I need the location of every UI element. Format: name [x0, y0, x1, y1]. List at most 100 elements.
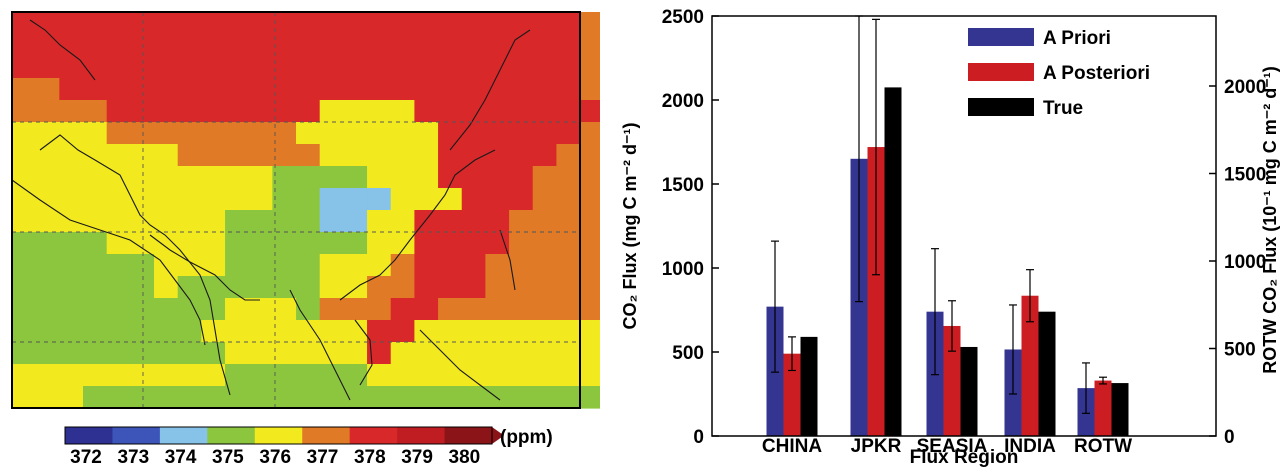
map-cell [343, 100, 368, 123]
map-cell [83, 232, 108, 255]
map-cell [390, 100, 415, 123]
map-cell [83, 12, 108, 35]
map-cell [83, 100, 108, 123]
category-label: ROTW [1074, 436, 1132, 457]
map-cell [438, 364, 463, 387]
map-cell [461, 364, 486, 387]
map-cell [177, 34, 202, 57]
map-cell [201, 320, 226, 343]
map-cell [201, 34, 226, 57]
map-cell [319, 12, 344, 35]
map-cell [296, 144, 321, 167]
map-cell [485, 34, 510, 57]
map-cell [367, 210, 392, 233]
map-cell [106, 144, 131, 167]
map-cell [296, 56, 321, 79]
map-cell [438, 144, 463, 167]
map-cell [580, 342, 605, 365]
map-cell [390, 232, 415, 255]
bar [1111, 383, 1129, 436]
map-cell [580, 144, 605, 167]
map-cell [201, 254, 226, 277]
map-cell [177, 210, 202, 233]
map-cell [130, 276, 155, 299]
map-cell [12, 254, 37, 277]
left-tick-label: 1500 [662, 175, 704, 196]
map-cell [248, 342, 273, 365]
map-cell [154, 122, 179, 145]
map-cell [367, 12, 392, 35]
map-cell [296, 320, 321, 343]
map-cell [485, 166, 510, 189]
map-cell [461, 34, 486, 57]
map-cell [461, 166, 486, 189]
colorbar-swatch [159, 427, 208, 444]
map-cell [461, 342, 486, 365]
map-cell [83, 34, 108, 57]
map-cell [59, 298, 84, 321]
map-cell [556, 78, 581, 101]
bar [943, 325, 961, 436]
map-cell [130, 210, 155, 233]
map-cell [509, 386, 534, 409]
map-cell [556, 320, 581, 343]
map-cell [177, 232, 202, 255]
bar [1094, 380, 1112, 436]
map-cell [35, 100, 60, 123]
map-cell [130, 254, 155, 277]
map-cell [130, 320, 155, 343]
map-cell [509, 166, 534, 189]
map-cell [130, 166, 155, 189]
map-cell [296, 12, 321, 35]
map-cell [106, 342, 131, 365]
map-cell [201, 166, 226, 189]
map-cell [59, 276, 84, 299]
map-cell [343, 254, 368, 277]
map-cell [343, 34, 368, 57]
map-cell [35, 144, 60, 167]
map-cell [580, 232, 605, 255]
map-cell [319, 100, 344, 123]
map-cell [106, 78, 131, 101]
map-cell [35, 254, 60, 277]
map-cell [414, 320, 439, 343]
map-cell [414, 100, 439, 123]
map-cell [272, 276, 297, 299]
map-cell [485, 100, 510, 123]
map-cell [83, 188, 108, 211]
map-cell [154, 100, 179, 123]
legend: A Priori A Posteriori True [968, 28, 1150, 119]
map-cell [509, 56, 534, 79]
map-cell [154, 364, 179, 387]
map-cell [248, 188, 273, 211]
map-cell [106, 232, 131, 255]
map-cell [532, 78, 558, 101]
map-cell [509, 210, 534, 233]
map-cell [319, 364, 344, 387]
map-cell [367, 342, 392, 365]
map-cell [296, 34, 321, 57]
map-cell [509, 78, 534, 101]
colorbar-tick-label: 372 [70, 447, 102, 468]
map-cell [248, 78, 273, 101]
map-cell [201, 188, 226, 211]
map-cell [35, 232, 60, 255]
map-cell [296, 364, 321, 387]
map-cell [83, 78, 108, 101]
map-cell [59, 188, 84, 211]
map-cell [485, 342, 510, 365]
bar [884, 87, 902, 437]
map-cell [556, 232, 581, 255]
map-cell [390, 254, 415, 277]
map-cell [556, 276, 581, 299]
map-cell [390, 276, 415, 299]
map-cell [438, 210, 463, 233]
map-cell [35, 298, 60, 321]
bar-series [766, 87, 1129, 437]
map-cell [556, 188, 581, 211]
map-cell [12, 166, 37, 189]
map-cell [461, 12, 486, 35]
map-cell [83, 254, 108, 277]
map-cell [438, 12, 463, 35]
map-cell [461, 188, 486, 211]
